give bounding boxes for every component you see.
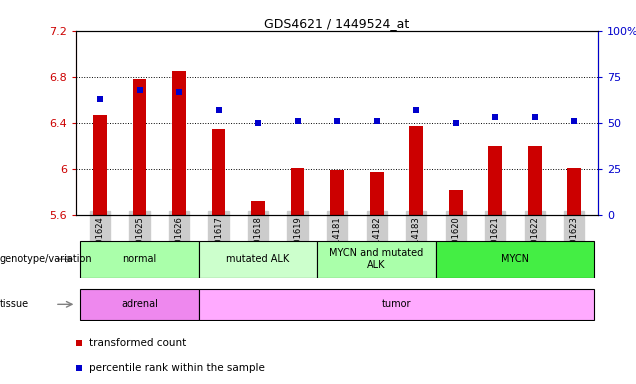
Title: GDS4621 / 1449524_at: GDS4621 / 1449524_at	[265, 17, 410, 30]
Bar	[133, 79, 146, 215]
Text: tumor: tumor	[382, 299, 411, 310]
Bar	[370, 172, 384, 215]
Bar	[291, 168, 305, 215]
Text: tissue: tissue	[0, 299, 29, 310]
Bar	[212, 129, 226, 215]
Bar	[80, 241, 199, 278]
Bar	[528, 146, 541, 215]
Bar	[567, 168, 581, 215]
Bar	[251, 201, 265, 215]
Text: MYCN and mutated
ALK: MYCN and mutated ALK	[329, 248, 424, 270]
Text: genotype/variation: genotype/variation	[0, 254, 93, 264]
Text: adrenal: adrenal	[121, 299, 158, 310]
Bar	[80, 289, 199, 320]
Text: percentile rank within the sample: percentile rank within the sample	[89, 362, 265, 373]
Text: transformed count: transformed count	[89, 338, 186, 348]
Text: normal: normal	[122, 254, 156, 264]
Bar	[199, 241, 317, 278]
Bar	[317, 241, 436, 278]
Bar	[488, 146, 502, 215]
Bar	[436, 241, 594, 278]
Bar	[409, 126, 423, 215]
Bar	[172, 71, 186, 215]
Bar	[448, 190, 462, 215]
Bar	[199, 289, 594, 320]
Bar	[330, 170, 344, 215]
Text: MYCN: MYCN	[501, 254, 529, 264]
Text: mutated ALK: mutated ALK	[226, 254, 289, 264]
Bar	[93, 115, 107, 215]
